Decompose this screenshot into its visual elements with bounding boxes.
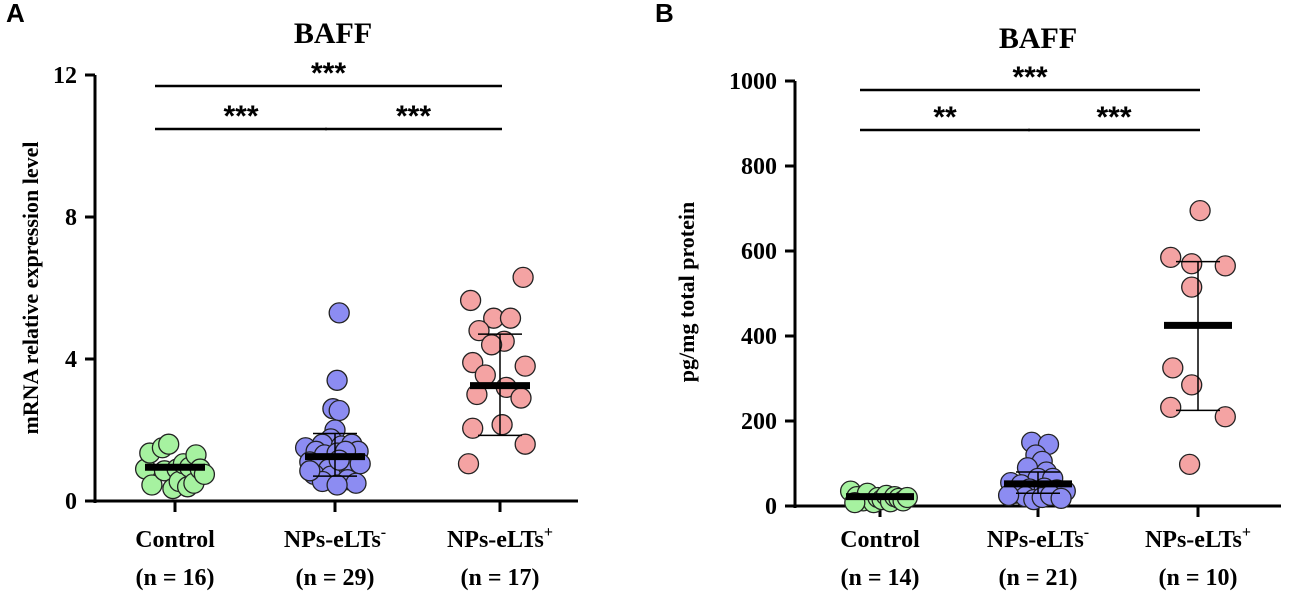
panel-b-group-labels: Control (n = 14) NPs-eLTs- (n = 21) NPs-eLTs… [840, 524, 1251, 591]
significance-label: *** [396, 100, 431, 133]
y-tick-label: 800 [741, 154, 777, 180]
data-point [1214, 255, 1236, 277]
y-tick-label: 12 [53, 63, 77, 89]
data-point [468, 319, 490, 342]
data-point [158, 433, 180, 455]
data-point [459, 289, 482, 312]
group-n-label: (n = 17) [460, 565, 539, 591]
y-tick-label: 400 [741, 324, 777, 350]
panel-a-title: BAFF [294, 17, 372, 50]
data-point [474, 364, 496, 386]
data-point [1178, 453, 1201, 476]
panel-letter-a: A [6, 0, 25, 28]
data-point [328, 302, 350, 324]
panel-b-y-axis-label: pg/mg total protein [674, 202, 699, 382]
y-tick-label: 600 [741, 239, 777, 265]
panel-a: A BAFF mRNA relative expression level 0 4… [6, 0, 578, 591]
significance-label: *** [223, 100, 258, 133]
significance-label: ** [933, 101, 957, 134]
significance-label: *** [1096, 101, 1131, 134]
data-point [141, 474, 163, 496]
y-tick-label: 8 [65, 205, 77, 231]
data-point [299, 460, 321, 482]
group-name: NPs-eLTs+ [1145, 524, 1251, 553]
panel-letter-b: B [655, 0, 674, 28]
data-point [462, 417, 484, 439]
group-name: NPs-eLTs- [987, 524, 1089, 553]
panel-b-significance: ** ****** [860, 61, 1200, 134]
panel-b-stats [846, 260, 1232, 501]
group-n-label: (n = 29) [295, 565, 374, 591]
panel-a-x-ticks [173, 501, 502, 512]
group-name: Control [135, 527, 215, 553]
data-point [1160, 396, 1182, 419]
group-name: Control [840, 527, 920, 553]
panel-b-points [839, 199, 1236, 514]
significance-label: *** [311, 57, 346, 90]
group-name: NPs-eLTs- [284, 524, 386, 553]
y-tick-label: 0 [65, 489, 77, 515]
data-point [510, 387, 532, 409]
y-tick-label: 200 [741, 409, 777, 435]
panel-a-y-axis-label: mRNA relative expression level [18, 141, 43, 434]
data-point [514, 355, 536, 377]
data-point [491, 414, 513, 436]
panel-b-y-ticks: 0 200 400 600 800 1000 [729, 69, 795, 520]
data-point [326, 369, 348, 391]
panel-a-significance: *** *** *** [155, 57, 502, 133]
group-n-label: (n = 16) [135, 565, 214, 591]
group-n-label: (n = 21) [998, 565, 1077, 591]
data-point [1162, 357, 1184, 379]
y-tick-label: 1000 [729, 69, 777, 95]
data-point [480, 334, 503, 356]
data-point [997, 484, 1020, 507]
data-point [1181, 276, 1203, 298]
significance-label: *** [1012, 61, 1047, 94]
panel-b-title: BAFF [999, 22, 1077, 55]
panel-a-stats [145, 333, 530, 477]
data-point [1214, 406, 1236, 428]
data-point [1189, 199, 1211, 222]
data-point [512, 266, 534, 289]
data-point [1181, 253, 1203, 275]
group-name: NPs-eLTs+ [447, 524, 553, 553]
group-n-label: (n = 10) [1158, 565, 1237, 591]
y-tick-label: 0 [765, 494, 777, 520]
panel-b: B BAFF pg/mg total protein 0 200 400 600 800… [655, 0, 1281, 591]
data-point [326, 474, 348, 496]
panel-a-y-ticks: 0 4 8 12 [53, 63, 95, 515]
data-point [1050, 487, 1072, 510]
data-point [1160, 246, 1182, 269]
data-point [328, 399, 350, 422]
y-tick-label: 4 [65, 347, 77, 373]
data-point [457, 453, 480, 475]
group-n-label: (n = 14) [840, 565, 919, 591]
data-point [499, 307, 522, 329]
data-point [1181, 374, 1203, 396]
panel-a-group-labels: Control (n = 16) NPs-eLTs- (n = 29) NPs-eLTs… [135, 524, 553, 591]
data-point [514, 433, 536, 455]
